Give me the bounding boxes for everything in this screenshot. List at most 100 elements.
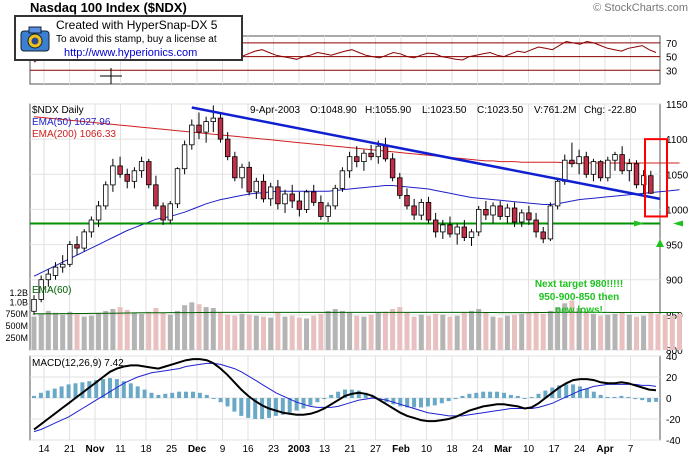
macd-histogram-bar [391, 398, 396, 405]
candle-body [597, 161, 604, 179]
macd-histogram-bar [280, 398, 285, 415]
macd-histogram-bar [52, 388, 57, 398]
candle-body [325, 205, 331, 217]
candle-body [404, 194, 410, 207]
price-symbol-label: $NDX Daily [32, 105, 84, 116]
candle-body [590, 161, 597, 175]
hypersnap-stamp[interactable]: Created with HyperSnap-DX 5 To avoid thi… [14, 15, 243, 61]
candle-body [354, 156, 360, 162]
x-tick-label: 10 [523, 444, 535, 455]
macd-histogram-bar [184, 391, 188, 398]
macd-tick-label: -20 [666, 415, 681, 426]
macd-histogram-bar [211, 398, 216, 399]
macd-histogram-bar [605, 396, 610, 398]
x-tick-label: 24 [574, 444, 586, 455]
volume-tick-label: 1.0B [9, 297, 28, 307]
candle-body [88, 219, 95, 233]
volume-bar [74, 313, 80, 350]
macd-histogram-bar [536, 393, 541, 398]
chart-title: Nasdaq 100 Index ($NDX) [30, 0, 187, 15]
macd-histogram-bar [197, 392, 202, 399]
volume-bar [139, 313, 145, 350]
macd-histogram-bar [356, 390, 361, 398]
price-tick-label: 900 [666, 276, 683, 287]
macd-histogram-bar [260, 398, 265, 419]
x-tick-label: 7 [628, 444, 634, 455]
candle-body [167, 203, 173, 221]
stamp-line-1: Created with HyperSnap-DX 5 [56, 18, 218, 32]
volume-bar [555, 307, 561, 350]
price-tick-label: 800 [666, 346, 683, 357]
volume-bar [605, 314, 611, 350]
candle-body [138, 161, 145, 172]
stamp-line-2: To avoid this stamp, buy a license at [56, 34, 217, 45]
x-tick-label: 14 [38, 444, 50, 455]
candle-body [626, 163, 632, 172]
macd-histogram-bar [495, 391, 499, 398]
annotation-line-2: 950-900-850 then [538, 292, 620, 303]
stamp-link[interactable]: http://www.hyperionics.com [64, 47, 198, 59]
volume-bar [232, 315, 238, 350]
macd-histogram-bar [218, 398, 223, 403]
macd-histogram-bar [156, 394, 161, 398]
macd-histogram-bar [114, 379, 119, 398]
candle-body [332, 187, 338, 207]
volume-bar [332, 309, 338, 350]
price-info-field: V:761.2M [534, 105, 576, 116]
candle-body [81, 231, 87, 249]
candle-body [375, 145, 381, 158]
candle-body [368, 152, 374, 158]
candle-body [260, 180, 267, 200]
ema50-legend: EMA(50) 1027.96 [32, 117, 111, 128]
volume-bar [174, 310, 180, 350]
volume-bar [562, 303, 568, 350]
candle-body [224, 138, 231, 158]
price-info-field: H:1055.90 [365, 105, 412, 116]
candle-body [562, 159, 568, 182]
macd-legend: MACD(12,26,9) 7.42 [32, 358, 124, 369]
macd-line [33, 358, 657, 431]
candle-body [110, 165, 116, 186]
volume-bar [325, 310, 331, 350]
macd-histogram-bar [301, 398, 306, 409]
macd-histogram-bar [598, 394, 603, 398]
x-tick-label: 10 [421, 444, 433, 455]
volume-tick-label: 750M [5, 309, 28, 319]
x-tick-label: 17 [548, 444, 560, 455]
volume-bar [619, 312, 625, 350]
volume-bar [318, 313, 324, 350]
macd-histogram-bar [163, 393, 168, 398]
candle-body [67, 244, 73, 265]
macd-histogram-bar [191, 391, 195, 398]
volume-bar [203, 307, 209, 350]
macd-histogram-bar [460, 395, 465, 398]
volume-bar [547, 310, 553, 350]
candle-body [267, 186, 274, 200]
candle-body [45, 273, 51, 281]
x-tick-label: 27 [370, 444, 382, 455]
candle-body [497, 205, 503, 217]
candle-body [346, 156, 353, 172]
volume-bar [361, 316, 367, 350]
macd-histogram-bar [322, 398, 327, 400]
volume-bar [418, 314, 424, 350]
volume-bar [483, 312, 489, 350]
volume-bar [375, 312, 381, 350]
macd-histogram-bar [488, 391, 493, 398]
volume-bar [117, 307, 123, 350]
x-tick-label: Feb [392, 444, 410, 455]
x-tick-label: 9 [220, 444, 226, 455]
candle-body [239, 166, 245, 179]
ema200-legend: EMA(200) 1066.33 [32, 129, 116, 140]
volume-bar [368, 314, 374, 350]
candle-body [131, 170, 138, 182]
macd-histogram-bar [591, 391, 596, 398]
macd-histogram-bar [398, 398, 403, 407]
volume-bar [655, 313, 661, 350]
volume-bar [268, 317, 274, 350]
candle-body [511, 207, 518, 223]
x-tick-label: 24 [472, 444, 484, 455]
candle-body [181, 144, 188, 170]
candle-body [475, 208, 482, 233]
